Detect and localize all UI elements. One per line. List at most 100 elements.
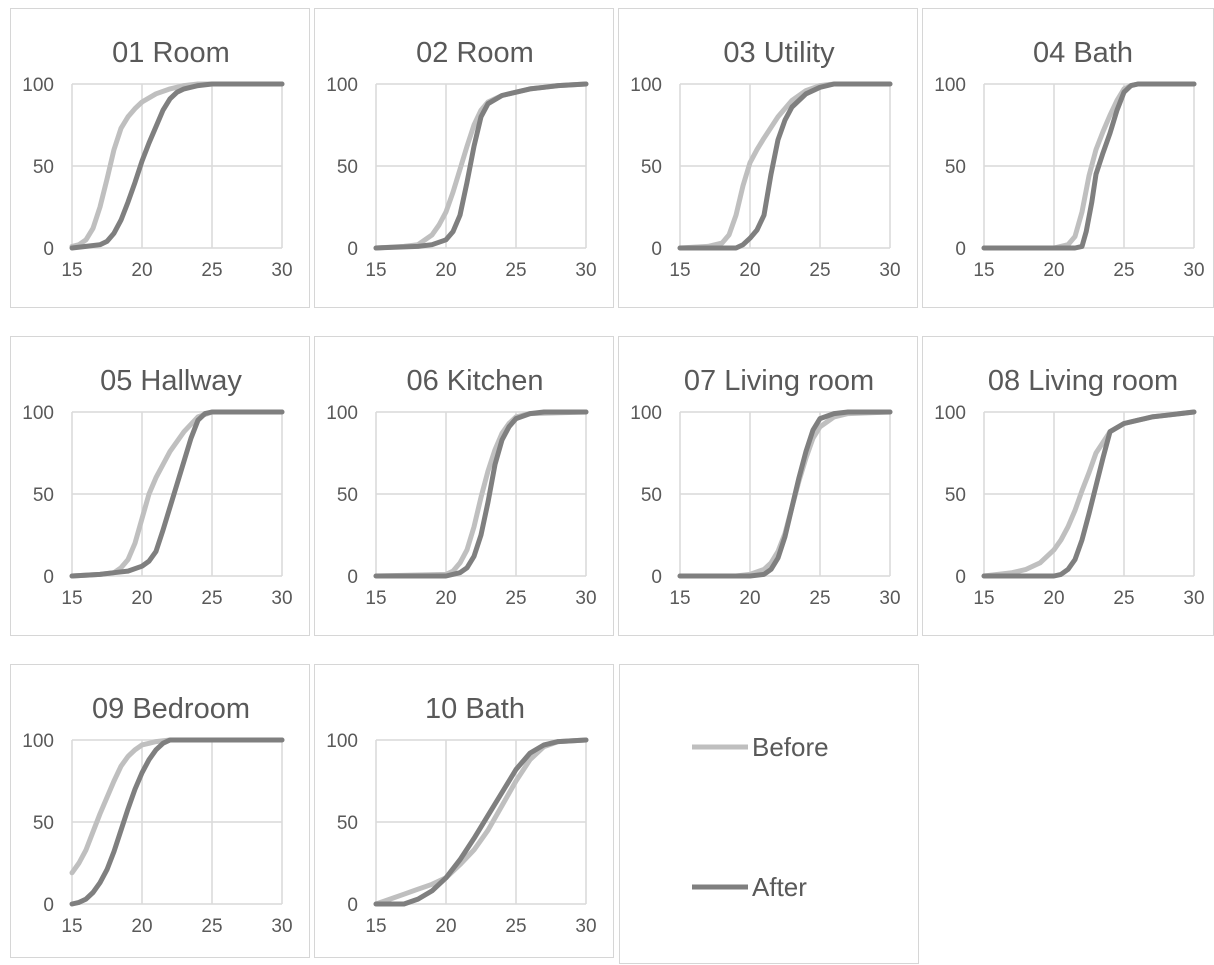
x-tick-label: 30 [879,260,900,281]
x-tick-label: 25 [505,588,526,609]
x-tick-label: 15 [973,260,994,281]
chart-title: 02 Room [416,37,534,69]
x-tick-label: 30 [1183,588,1204,609]
legend-panel: Before After [619,664,919,964]
y-tick-label: 50 [32,157,53,178]
x-tick-label: 30 [1183,260,1204,281]
chart-title: 05 Hallway [100,365,242,397]
x-tick-label: 25 [1113,588,1134,609]
y-tick-label: 0 [651,567,662,588]
x-tick-label: 15 [973,588,994,609]
y-tick-label: 50 [640,157,661,178]
x-tick-label: 25 [505,260,526,281]
x-tick-label: 20 [739,260,760,281]
legend-label-before: Before [752,732,829,762]
y-tick-label: 0 [347,895,358,916]
x-tick-label: 25 [201,916,222,937]
x-tick-label: 30 [271,916,292,937]
y-tick-label: 100 [630,403,662,424]
x-tick-label: 15 [365,588,386,609]
y-tick-label: 100 [22,403,54,424]
x-tick-label: 30 [271,588,292,609]
y-tick-label: 100 [934,403,966,424]
y-tick-label: 100 [934,75,966,96]
chart-svg: 04 Bath 0 50 100 15 20 25 30 [922,8,1214,308]
chart-title: 06 Kitchen [406,365,543,397]
y-tick-label: 50 [640,485,661,506]
x-tick-label: 15 [365,916,386,937]
x-tick-label: 30 [271,260,292,281]
chart-title: 01 Room [112,37,230,69]
chart-svg: 09 Bedroom 0 50 100 15 20 25 30 [10,664,310,964]
chart-panel: 09 Bedroom 0 50 100 15 20 25 30 [10,664,310,958]
y-tick-label: 0 [955,239,966,260]
chart-title: 09 Bedroom [92,693,250,725]
x-tick-label: 20 [131,588,152,609]
y-tick-label: 100 [326,403,358,424]
x-tick-label: 30 [879,588,900,609]
y-tick-label: 0 [955,567,966,588]
y-tick-label: 0 [347,567,358,588]
chart-title: 08 Living room [987,365,1177,397]
y-tick-label: 0 [43,895,54,916]
y-tick-label: 50 [944,485,965,506]
chart-title: 10 Bath [425,693,525,725]
y-tick-label: 0 [651,239,662,260]
x-tick-label: 15 [61,588,82,609]
x-tick-label: 25 [505,916,526,937]
x-tick-label: 25 [1113,260,1134,281]
y-tick-label: 100 [326,731,358,752]
x-tick-label: 30 [575,916,596,937]
x-tick-label: 30 [575,260,596,281]
series-line-before [72,740,282,873]
chart-title: 04 Bath [1033,37,1133,69]
y-tick-label: 50 [336,813,357,834]
y-tick-label: 50 [944,157,965,178]
x-tick-label: 20 [131,916,152,937]
y-tick-label: 0 [347,239,358,260]
y-tick-label: 50 [336,485,357,506]
chart-panel: 08 Living room 0 50 100 15 20 25 30 [922,336,1214,636]
y-tick-label: 100 [630,75,662,96]
x-tick-label: 20 [435,588,456,609]
x-tick-label: 15 [365,260,386,281]
chart-panel: 06 Kitchen 0 50 100 15 20 25 30 [314,336,614,636]
y-tick-label: 0 [43,567,54,588]
chart-panel: 02 Room 0 50 100 15 20 25 30 [314,8,614,308]
y-tick-label: 50 [32,485,53,506]
chart-svg: 08 Living room 0 50 100 15 20 25 30 [922,336,1214,636]
x-tick-label: 20 [435,916,456,937]
chart-title: 03 Utility [723,37,835,69]
x-tick-label: 15 [669,260,690,281]
x-tick-label: 25 [809,588,830,609]
series-line-before [72,84,282,246]
x-tick-label: 20 [131,260,152,281]
x-tick-label: 30 [575,588,596,609]
y-tick-label: 50 [336,157,357,178]
x-tick-label: 20 [1043,588,1064,609]
y-tick-label: 100 [22,75,54,96]
y-tick-label: 100 [22,731,54,752]
chart-svg: 02 Room 0 50 100 15 20 25 30 [314,8,614,308]
x-tick-label: 25 [201,260,222,281]
chart-svg: 10 Bath 0 50 100 15 20 25 30 [314,664,614,964]
y-tick-label: 50 [32,813,53,834]
x-tick-label: 15 [669,588,690,609]
x-tick-label: 20 [1043,260,1064,281]
legend-svg: Before After [620,665,920,965]
x-tick-label: 15 [61,916,82,937]
chart-svg: 06 Kitchen 0 50 100 15 20 25 30 [314,336,614,636]
chart-panel: 10 Bath 0 50 100 15 20 25 30 [314,664,614,958]
x-tick-label: 20 [435,260,456,281]
y-tick-label: 100 [326,75,358,96]
x-tick-label: 15 [61,260,82,281]
chart-panel: 04 Bath 0 50 100 15 20 25 30 [922,8,1214,308]
